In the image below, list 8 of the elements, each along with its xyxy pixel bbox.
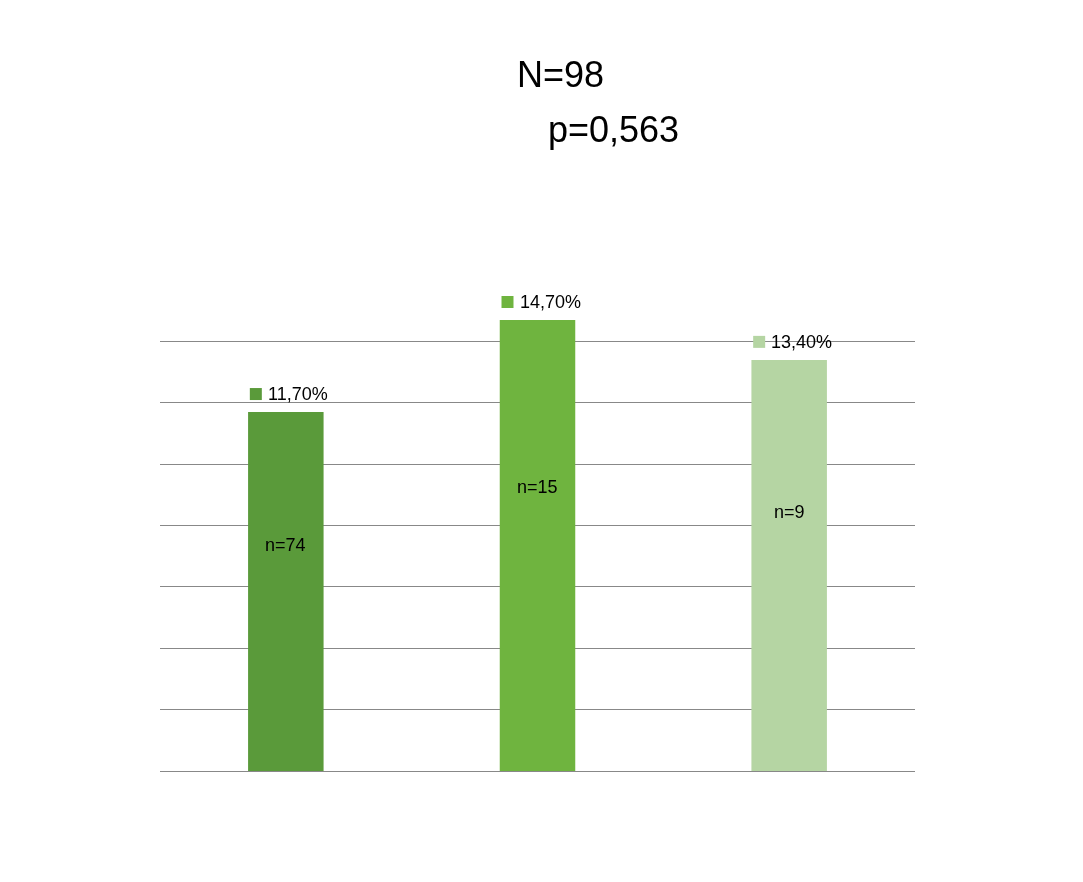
annotation: n=15 (517, 477, 558, 497)
annotation: n=9 (774, 502, 805, 522)
data-label: 13,40% (771, 332, 833, 352)
chart-subtitle: p=0,563 (548, 109, 680, 150)
data-label: 14,70% (520, 292, 582, 312)
annotation: n=74 (265, 535, 306, 555)
chart-title: N=98 (517, 54, 605, 95)
data-label: 11,70% (268, 384, 328, 404)
